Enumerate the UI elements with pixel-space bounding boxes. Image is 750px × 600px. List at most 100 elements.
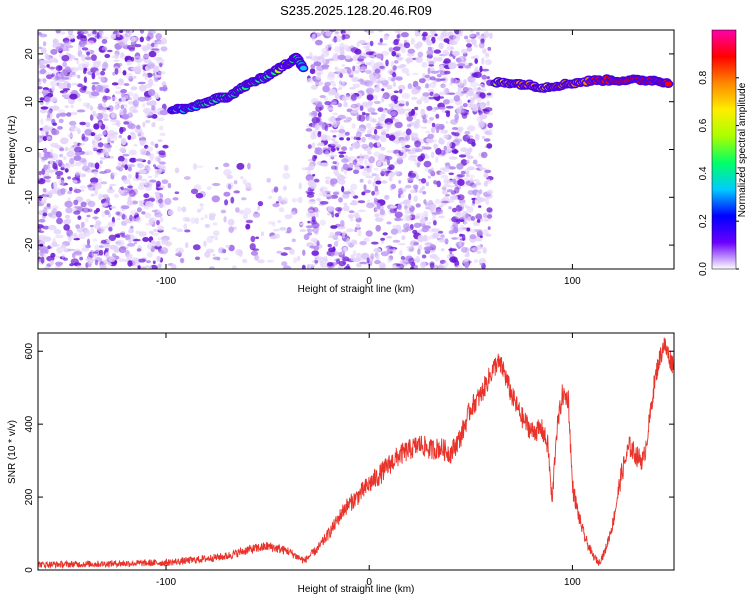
heatmap-speckle [351,240,358,245]
heatmap-speckle [476,34,485,40]
heatmap-speckle [101,210,106,218]
heatmap-speckle [157,139,163,143]
heatmap-speckle [199,203,204,207]
heatmap-speckle [55,261,64,266]
heatmap-speckle [429,204,437,211]
heatmap-speckle [474,58,479,64]
heatmap-speckle [397,242,406,246]
heatmap-speckle [403,42,411,49]
heatmap-speckle [136,207,142,213]
heatmap-speckle [460,170,466,175]
heatmap-speckle [77,74,81,79]
heatmap-speckle [368,127,377,131]
heatmap-speckle [436,73,442,78]
heatmap-speckle [79,185,87,189]
heatmap-speckle [442,86,447,92]
heatmap-speckle [146,36,151,42]
heatmap-speckle [463,79,467,86]
heatmap-speckle [389,171,395,178]
heatmap-speckle [440,129,449,134]
heatmap-speckle [104,210,110,215]
heatmap-speckle [336,258,340,265]
heatmap-speckle [481,74,488,80]
heatmap-speckle [116,31,121,38]
heatmap-speckle [386,248,395,252]
heatmap-speckle [481,57,485,65]
heatmap-speckle [373,151,381,157]
heatmap-speckle [138,84,147,92]
heatmap-speckle [464,65,471,69]
heatmap-speckle [92,30,97,35]
heatmap-speckle [309,52,313,60]
heatmap-speckle [68,58,73,62]
heatmap-speckle [151,105,156,111]
heatmap-speckle [297,196,303,203]
heatmap-speckle [118,166,124,172]
heatmap-speckle [98,249,104,256]
heatmap-speckle [343,169,348,175]
heatmap-speckle [119,127,127,132]
heatmap-speckle [84,228,90,233]
heatmap-speckle [111,172,118,176]
heatmap-speckle [305,174,314,182]
heatmap-speckle [339,125,345,130]
heatmap-speckle [154,167,162,175]
heatmap-speckle [79,42,86,48]
heatmap-speckle [38,140,42,144]
heatmap-speckle [366,116,375,122]
heatmap-speckle [79,256,84,261]
heatmap-speckle [245,223,251,230]
heatmap-speckle [310,219,318,225]
heatmap-speckle [69,120,77,126]
heatmap-speckle [475,181,482,186]
heatmap-speckle [211,182,221,187]
heatmap-speckle [406,123,412,128]
heatmap-speckle [447,31,454,38]
heatmap-speckle [415,212,424,218]
y-tick-label: -20 [24,237,35,252]
heatmap-speckle [129,105,137,113]
heatmap-speckle [141,211,146,215]
heatmap-speckle [268,195,273,200]
heatmap-speckle [365,87,375,95]
heatmap-speckle [338,132,346,139]
heatmap-speckle [413,241,419,246]
heatmap-speckle [76,109,86,113]
y-tick-label: 10 [24,96,35,108]
heatmap-speckle [327,206,334,212]
heatmap-speckle [361,143,369,149]
heatmap-speckle [473,54,480,61]
heatmap-speckle [429,30,436,35]
heatmap-speckle [485,197,490,205]
heatmap-speckle [369,60,375,68]
heatmap-speckle [398,103,405,107]
heatmap-speckle [226,174,233,180]
heatmap-speckle [394,60,399,64]
heatmap-speckle [212,222,218,226]
heatmap-speckle [102,113,109,119]
heatmap-speckle [74,171,82,176]
heatmap-speckle [92,143,99,151]
heatmap-speckle [291,238,296,243]
heatmap-speckle [313,178,320,183]
heatmap-speckle [154,77,159,82]
heatmap-speckle [162,84,168,92]
heatmap-speckle [192,163,198,171]
x-tick-label: -100 [156,276,176,287]
heatmap-speckle [157,165,166,169]
heatmap-speckle [348,162,354,169]
heatmap-speckle [307,170,312,177]
heatmap-speckle [457,87,462,91]
heatmap-speckle [158,168,167,173]
heatmap-speckle [392,71,397,78]
heatmap-speckle [117,160,124,166]
heatmap-speckle [133,188,139,196]
heatmap-speckle [76,265,82,269]
heatmap-speckle [481,85,486,88]
heatmap-speckle [338,151,347,154]
heatmap-speckle [121,214,127,220]
heatmap-speckle [161,179,169,184]
heatmap-speckle [421,226,429,233]
heatmap-speckle [60,188,66,195]
heatmap-speckle [396,34,400,39]
